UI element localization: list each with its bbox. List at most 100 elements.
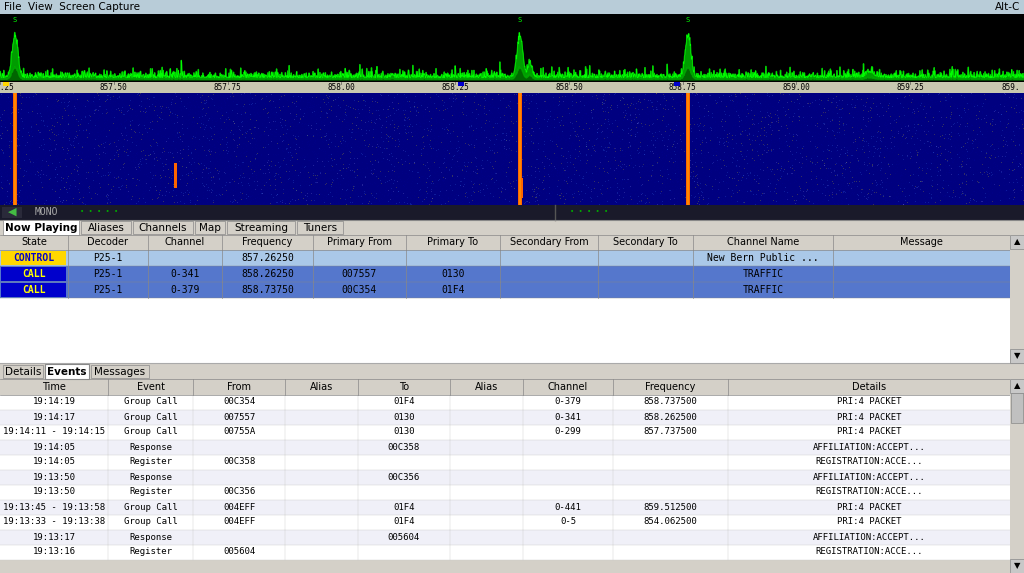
Point xyxy=(996,99,1013,108)
Point xyxy=(794,198,810,207)
Point xyxy=(348,194,365,203)
Point xyxy=(162,147,178,156)
Point xyxy=(734,186,751,195)
Point xyxy=(620,93,636,103)
Point xyxy=(130,186,146,195)
Point xyxy=(41,180,57,190)
Point xyxy=(470,100,486,109)
Point xyxy=(717,111,733,120)
Point xyxy=(373,140,389,150)
Point xyxy=(325,175,341,185)
Point xyxy=(841,198,857,207)
Point xyxy=(795,194,811,203)
Point xyxy=(0,182,14,191)
Point xyxy=(732,124,749,134)
Point xyxy=(771,134,787,143)
Point xyxy=(118,147,134,156)
Point xyxy=(625,127,641,136)
Point xyxy=(608,100,625,109)
Point xyxy=(445,198,462,207)
Point xyxy=(209,113,225,123)
Point xyxy=(55,131,72,140)
Point xyxy=(956,194,973,203)
Point xyxy=(909,99,926,108)
Point xyxy=(574,92,591,101)
Point xyxy=(537,194,553,203)
Point xyxy=(390,107,407,116)
Point xyxy=(976,103,992,112)
Point xyxy=(103,120,120,129)
Point xyxy=(0,125,16,135)
Point xyxy=(760,174,776,183)
Point xyxy=(36,105,52,115)
Point xyxy=(85,111,101,120)
Point xyxy=(180,190,197,199)
Point xyxy=(900,166,916,175)
Point xyxy=(362,190,379,199)
Point xyxy=(873,138,890,147)
Text: Secondary To: Secondary To xyxy=(613,237,678,247)
Point xyxy=(130,197,146,206)
Point xyxy=(724,123,740,132)
Point xyxy=(597,147,613,156)
Point xyxy=(614,189,631,198)
Point xyxy=(984,185,1000,194)
Point xyxy=(341,174,357,183)
Point xyxy=(751,194,767,203)
Point xyxy=(429,117,445,127)
Point xyxy=(158,103,174,112)
Point xyxy=(123,170,139,179)
Point xyxy=(324,162,340,171)
Point xyxy=(397,125,414,135)
Point xyxy=(244,143,260,152)
Point xyxy=(245,194,261,203)
Point xyxy=(306,124,323,134)
Point xyxy=(421,107,437,116)
Point xyxy=(347,198,364,207)
Point xyxy=(630,138,646,147)
Point xyxy=(476,96,493,105)
Point xyxy=(4,113,20,123)
Point xyxy=(86,91,102,100)
Point xyxy=(556,178,572,187)
Text: Response: Response xyxy=(129,532,172,541)
Point xyxy=(670,139,686,148)
Point xyxy=(480,194,497,203)
Point xyxy=(656,156,673,166)
Point xyxy=(96,175,113,185)
Point xyxy=(496,142,512,151)
Point xyxy=(685,190,701,199)
Point xyxy=(447,142,464,151)
Point xyxy=(0,179,16,189)
Point xyxy=(937,154,953,163)
Point xyxy=(105,187,122,197)
Point xyxy=(599,119,615,128)
Point xyxy=(560,147,577,156)
Point xyxy=(403,105,420,115)
Point xyxy=(364,135,380,144)
Point xyxy=(657,151,674,160)
Point xyxy=(908,168,925,178)
Point xyxy=(734,193,751,202)
Point xyxy=(657,151,674,160)
Point xyxy=(918,124,934,134)
Point xyxy=(926,143,942,152)
Point xyxy=(764,125,780,135)
Point xyxy=(399,154,416,163)
Point xyxy=(952,193,969,202)
Point xyxy=(933,97,949,107)
Point xyxy=(293,119,309,128)
Point xyxy=(116,143,132,152)
Point xyxy=(42,107,58,116)
Point xyxy=(451,152,467,162)
Point xyxy=(213,115,229,124)
Point xyxy=(127,111,143,120)
Point xyxy=(242,92,258,101)
Point xyxy=(1013,172,1024,182)
Point xyxy=(301,144,317,154)
Point xyxy=(658,147,675,156)
Point xyxy=(564,154,581,163)
Point xyxy=(877,198,893,207)
Point xyxy=(625,119,641,128)
Point xyxy=(153,121,169,131)
